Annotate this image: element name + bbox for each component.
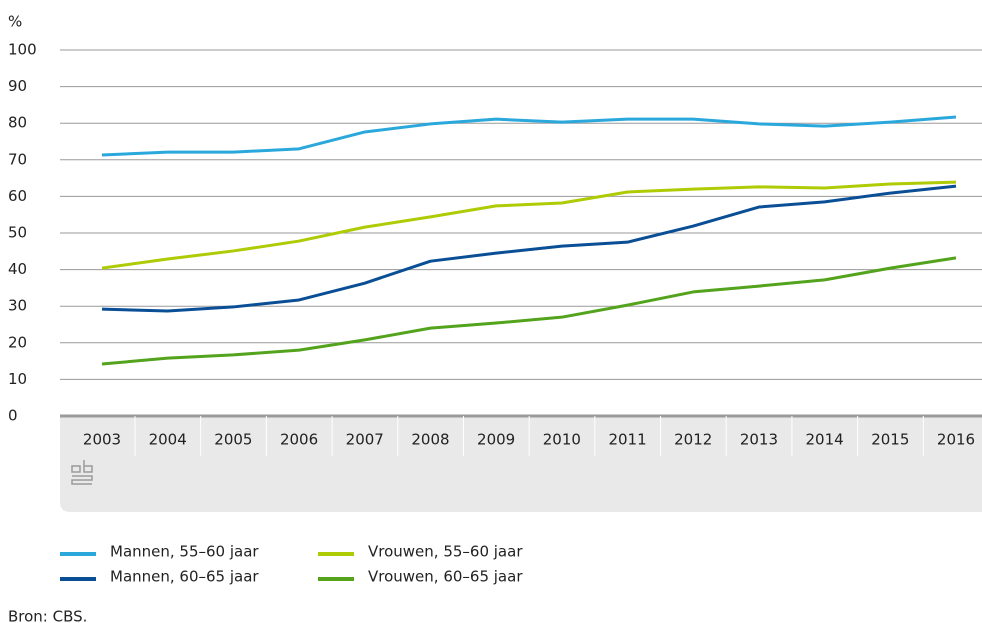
y-tick-label: 30: [8, 297, 27, 315]
y-tick-label: 60: [8, 187, 27, 205]
logo: [71, 460, 93, 485]
legend-label: Mannen, 60–65 jaar: [110, 568, 259, 586]
legend-label: Vrouwen, 60–65 jaar: [368, 568, 523, 586]
x-tick-label: 2008: [411, 431, 449, 449]
y-tick-label: 20: [8, 333, 27, 351]
y-tick-label: 10: [8, 370, 27, 388]
y-tick-label: 50: [8, 224, 27, 242]
y-axis-label: %: [8, 13, 22, 31]
x-tick-label: 2015: [871, 431, 909, 449]
y-tick-label: 100: [8, 41, 37, 59]
x-tick-label: 2007: [346, 431, 384, 449]
axis-band: [60, 416, 982, 512]
x-tick-label: 2011: [608, 431, 646, 449]
x-tick-label: 2016: [937, 431, 975, 449]
y-tick-label: 0: [8, 407, 18, 425]
x-tick-label: 2009: [477, 431, 515, 449]
series-line: [101, 184, 957, 313]
x-tick-label: 2004: [149, 431, 187, 449]
series-line: [101, 256, 957, 366]
x-tick-label: 2003: [83, 431, 121, 449]
x-tick-label: 2006: [280, 431, 318, 449]
x-tick-label: 2005: [214, 431, 252, 449]
x-tick-label: 2012: [674, 431, 712, 449]
x-tick-label: 2013: [740, 431, 778, 449]
legend-label: Vrouwen, 55–60 jaar: [368, 543, 523, 561]
series-line: [101, 115, 957, 157]
series-line: [101, 180, 957, 270]
y-tick-label: 40: [8, 260, 27, 278]
x-tick-label: 2014: [806, 431, 844, 449]
source: Bron: CBS.: [8, 608, 87, 623]
y-tick-label: 70: [8, 150, 27, 168]
legend-label: Mannen, 55–60 jaar: [110, 543, 259, 561]
y-tick-label: 80: [8, 114, 27, 132]
x-tick-label: 2010: [543, 431, 581, 449]
y-tick-label: 90: [8, 77, 27, 95]
